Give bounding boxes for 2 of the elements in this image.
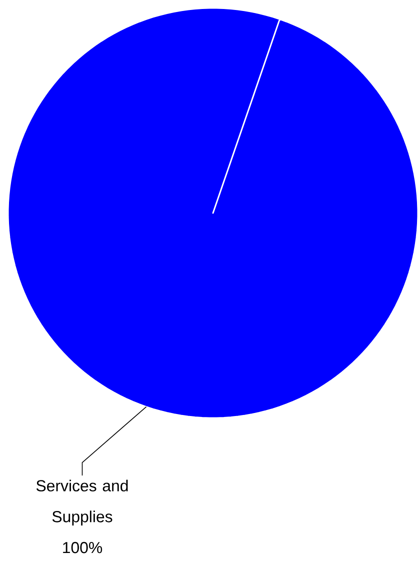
category-label: Services and Supplies: [36, 480, 128, 526]
data-label: 100%: [63, 542, 102, 554]
